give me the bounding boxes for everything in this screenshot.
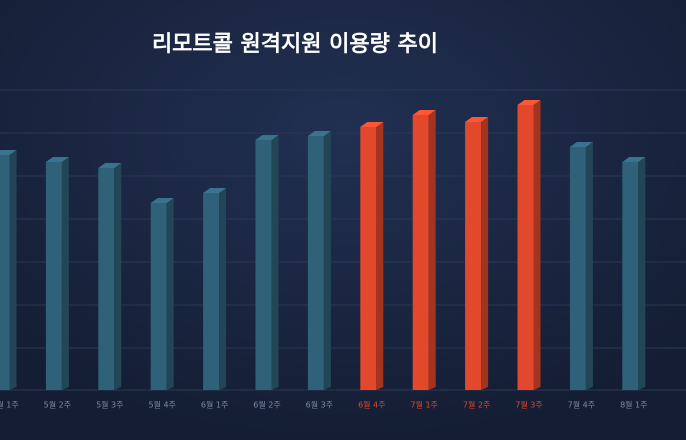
bar-side: [638, 157, 646, 390]
x-tick-label: 5월 1주: [0, 400, 19, 410]
x-tick-label: 8월 1주: [620, 400, 647, 410]
bar: [307, 136, 324, 390]
x-tick-label: 6월 2주: [253, 400, 280, 410]
x-tick-label: 5월 2주: [44, 400, 71, 410]
bar: [569, 147, 586, 390]
bar-side: [481, 117, 489, 390]
bar-side: [585, 142, 593, 390]
bar-top: [465, 117, 489, 122]
bar: [517, 105, 534, 390]
bar-side: [376, 122, 384, 390]
bar: [203, 193, 220, 390]
bar: [0, 155, 10, 390]
x-tick-label: 6월 4주: [358, 400, 385, 410]
bar-top: [569, 142, 593, 147]
bar-top: [255, 135, 279, 140]
x-tick-label: 7월 2주: [463, 400, 490, 410]
bar-top: [307, 131, 331, 136]
bar-side: [166, 198, 174, 390]
bar: [45, 162, 62, 390]
x-tick-label: 7월 1주: [410, 400, 437, 410]
bar-top: [622, 157, 646, 162]
bar-top: [45, 157, 69, 162]
bar: [150, 203, 167, 390]
bar: [622, 162, 639, 390]
bar-side: [61, 157, 69, 390]
bar: [360, 127, 377, 390]
x-tick-label: 5월 3주: [96, 400, 123, 410]
bar: [412, 115, 429, 390]
x-tick-label: 6월 1주: [201, 400, 228, 410]
bar-top: [517, 100, 541, 105]
bar-top: [0, 150, 17, 155]
x-tick-label: 6월 3주: [306, 400, 333, 410]
chart-title: 리모트콜 원격지원 이용량 추이: [152, 32, 438, 57]
bar: [465, 122, 482, 390]
bar-top: [360, 122, 384, 127]
bar-top: [98, 163, 122, 168]
bar-side: [428, 110, 436, 390]
x-tick-label: 7월 3주: [515, 400, 542, 410]
x-tick-label: 5월 4주: [148, 400, 175, 410]
bar-side: [219, 188, 227, 390]
bar: [98, 168, 115, 390]
bar-side: [114, 163, 122, 390]
bar-top: [150, 198, 174, 203]
bar-top: [412, 110, 436, 115]
x-tick-label: 7월 4주: [568, 400, 595, 410]
bar-top: [203, 188, 227, 193]
bar-side: [323, 131, 331, 390]
bar-side: [271, 135, 279, 390]
bar-side: [533, 100, 541, 390]
bar: [255, 140, 272, 390]
bar-side: [9, 150, 17, 390]
